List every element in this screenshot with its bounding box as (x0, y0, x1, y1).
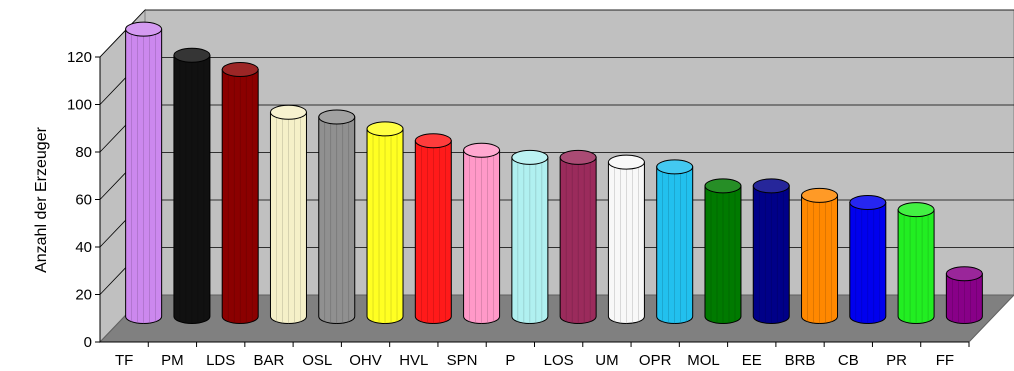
x-tick-label: PM (161, 352, 184, 369)
bar-los (559, 149, 597, 324)
x-axis-ticks: TF PM LDS BAR OSL OHV HVL SPN P LOS UM OPR MOL EE BRB C… (115, 342, 970, 369)
bar-top (704, 178, 742, 194)
x-tick-label: EE (742, 352, 762, 369)
x-tick-label: OPR (639, 352, 672, 369)
bar-osl (318, 109, 356, 324)
bar-mol (704, 178, 742, 324)
bar-bar (269, 104, 307, 324)
bar-top (945, 266, 983, 282)
y-tick-label: 100 (67, 97, 92, 114)
y-tick-label: 120 (67, 49, 92, 66)
bar-hvl (414, 133, 452, 324)
bar-top (559, 149, 597, 165)
y-axis-ticks: 0 20 40 60 80 100 120 (67, 49, 100, 351)
bar-p (511, 149, 549, 324)
y-tick-label: 60 (75, 192, 92, 209)
bar-cb (849, 195, 887, 324)
bar-top (849, 195, 887, 210)
bar-brb (801, 187, 839, 324)
x-tick-label: BAR (254, 352, 285, 369)
y-tick-label: 20 (75, 287, 92, 304)
bar-top (656, 159, 694, 175)
x-tick-label: SPN (447, 352, 478, 369)
bar-opr (656, 159, 694, 324)
x-tick-label: HVL (399, 352, 428, 369)
x-tick-label: CB (838, 352, 859, 369)
bar-top (463, 142, 501, 158)
gridline (99, 9, 146, 58)
bar-top (607, 154, 645, 170)
bar-top (897, 202, 935, 218)
x-tick-label: FF (936, 352, 954, 369)
bar-ohv (366, 121, 404, 324)
x-tick-label: UM (595, 352, 618, 369)
bar-top (752, 178, 790, 194)
x-tick-label: LDS (206, 352, 235, 369)
x-tick-label: LOS (544, 352, 574, 369)
y-tick-label: 80 (75, 144, 92, 161)
bar-top (318, 109, 356, 125)
x-tick-label: OHV (349, 352, 382, 369)
bar-lds (221, 62, 259, 324)
bar-pr (897, 202, 935, 324)
bar-top (269, 104, 307, 120)
x-tick-label: OSL (302, 352, 332, 369)
bar-pm (173, 47, 211, 324)
bar-top (366, 121, 404, 137)
bar-ff (945, 266, 983, 324)
bar-top (125, 21, 163, 37)
y-tick-label: 40 (75, 239, 92, 256)
bar-spn (463, 142, 501, 324)
x-tick-label: TF (115, 352, 133, 369)
bar-tf (125, 21, 163, 324)
x-tick-label: P (505, 352, 515, 369)
bar-top (221, 62, 259, 77)
bars (125, 21, 983, 324)
bar-ee (752, 178, 790, 324)
x-tick-label: MOL (687, 352, 720, 369)
bar-top (414, 133, 452, 149)
y-tick-label: 0 (84, 334, 92, 351)
bar-um (607, 154, 645, 324)
y-axis-label: Anzahl der Erzeuger (33, 126, 50, 273)
bar-top (511, 149, 549, 165)
x-tick-label: PR (886, 352, 907, 369)
x-tick-label: BRB (785, 352, 816, 369)
bar-top (801, 187, 839, 203)
bar-top (173, 47, 211, 63)
